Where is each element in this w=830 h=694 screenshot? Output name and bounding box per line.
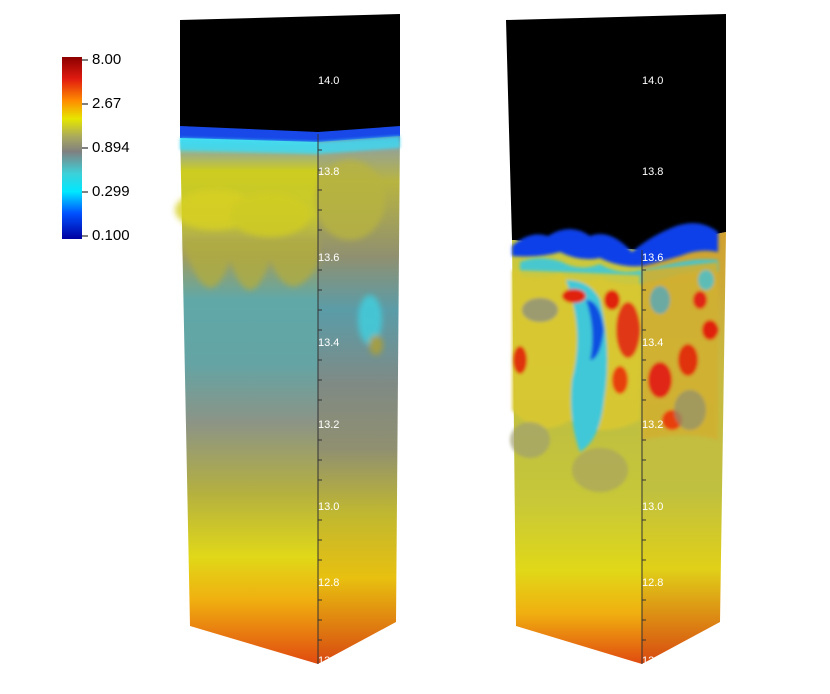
right-axis-label: 12.6 [642,655,663,667]
left-axis-label: 12.8 [318,577,339,589]
right-column: 14.0 13.8 13.6 13.4 13.2 13.0 12.8 12.6 [506,14,726,667]
left-axis-label: 12.6 [318,655,339,667]
left-axis-label: 13.2 [318,419,339,431]
right-axis-label: 12.8 [642,577,663,589]
left-axis-label: 14.0 [318,75,339,87]
colorbar-label: 0.299 [92,183,130,200]
right-axis-label: 13.4 [642,337,663,349]
left-axis-label: 13.0 [318,501,339,513]
right-axis-label: 13.8 [642,166,663,178]
left-axis-label: 13.8 [318,166,339,178]
right-axis-label: 13.2 [642,419,663,431]
colorbar-label: 0.894 [92,139,130,156]
colorbar-label-min: 0.100 [92,227,130,244]
colorbar [62,57,88,239]
right-axis-label: 14.0 [642,75,663,87]
left-column: 14.0 13.8 13.6 13.4 13.2 13.0 12.8 12.6 [175,14,400,667]
right-axis-label: 13.6 [642,252,663,264]
colorbar-gradient [62,57,82,239]
right-axis-labels: 14.0 13.8 13.6 13.4 13.2 13.0 12.8 12.6 [642,75,663,667]
left-axis-label: 13.6 [318,252,339,264]
left-axis-label: 13.4 [318,337,339,349]
colorbar-label-max: 8.00 [92,51,122,68]
left-axis-labels: 14.0 13.8 13.6 13.4 13.2 13.0 12.8 12.6 [318,75,339,667]
colorbar-label: 2.67 [92,95,122,112]
right-axis-label: 13.0 [642,501,663,513]
